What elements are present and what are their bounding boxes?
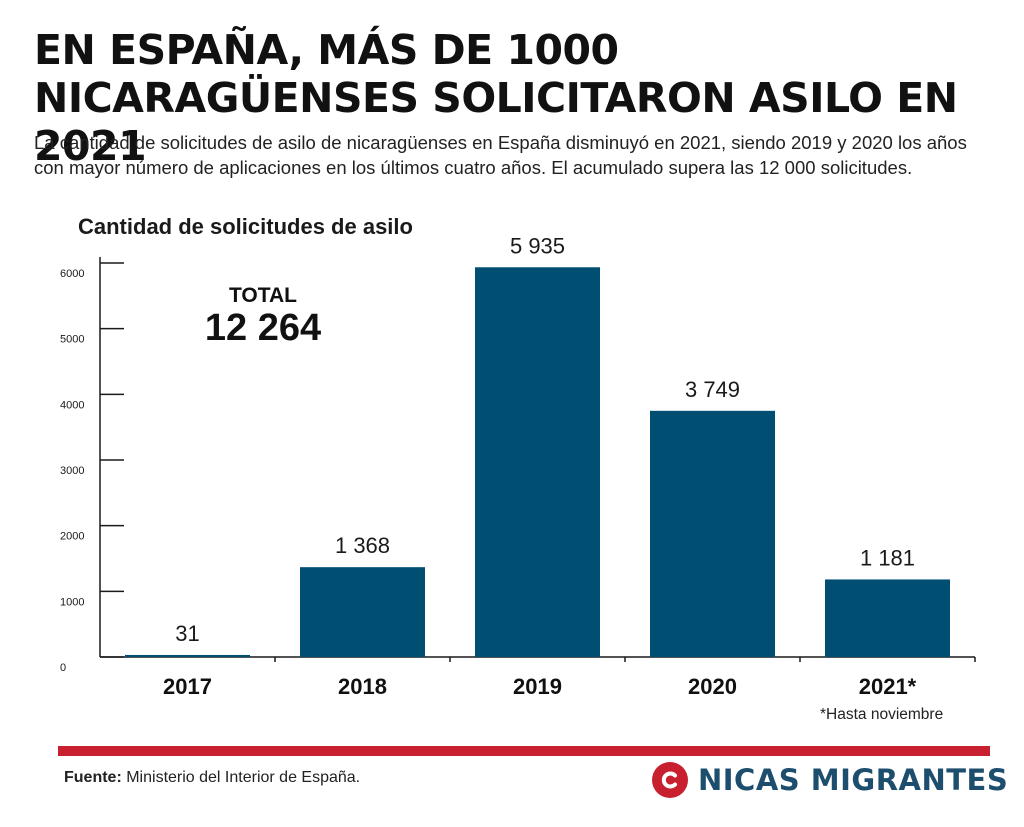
x-category-label: 2019: [513, 674, 562, 699]
bar-value-label: 1 181: [860, 545, 915, 570]
bar: [125, 654, 250, 657]
headline: EN ESPAÑA, MÁS DE 1000 NICARAGÜENSES SOL…: [34, 26, 958, 170]
bar: [650, 410, 775, 657]
x-category-label: 2020: [688, 674, 737, 699]
total-label: TOTAL: [228, 284, 298, 307]
bar: [475, 267, 600, 657]
y-tick-label: 0: [60, 662, 66, 674]
dek-text: La cantidad de solicitudes de asilo de n…: [34, 132, 967, 178]
x-category-label: 2017: [163, 674, 212, 699]
source-text: Ministerio del Interior de España.: [121, 769, 361, 786]
divider-rule: [58, 746, 990, 756]
source-line: Fuente: Ministerio del Interior de Españ…: [64, 769, 360, 787]
brand-mark-icon: [652, 762, 688, 798]
bar-value-label: 31: [175, 621, 199, 646]
y-tick-label: 4000: [60, 399, 84, 411]
chart-title: Cantidad de solicitudes de asilo: [78, 214, 413, 239]
y-tick-label: 5000: [60, 334, 84, 346]
bar: [300, 567, 425, 657]
y-tick-label: 2000: [60, 531, 84, 543]
y-tick-label: 3000: [60, 465, 84, 477]
bar-value-label: 5 935: [510, 233, 565, 258]
bar-value-label: 3 749: [685, 377, 740, 402]
y-tick-label: 6000: [60, 268, 84, 280]
total-value: 12 264: [204, 307, 322, 349]
bar: [825, 579, 950, 657]
total-block: TOTAL 12 264: [178, 284, 348, 348]
source-label: Fuente:: [64, 769, 122, 786]
y-tick-label: 1000: [60, 596, 84, 608]
brand-logo: NICAS MIGRANTES: [652, 760, 1008, 800]
footnote: *Hasta noviembre: [820, 706, 944, 723]
brand-name: NICAS MIGRANTES: [698, 763, 1009, 797]
x-category-label: 2021*: [859, 674, 917, 699]
bar-value-label: 1 368: [335, 533, 390, 558]
x-category-label: 2018: [338, 674, 387, 699]
